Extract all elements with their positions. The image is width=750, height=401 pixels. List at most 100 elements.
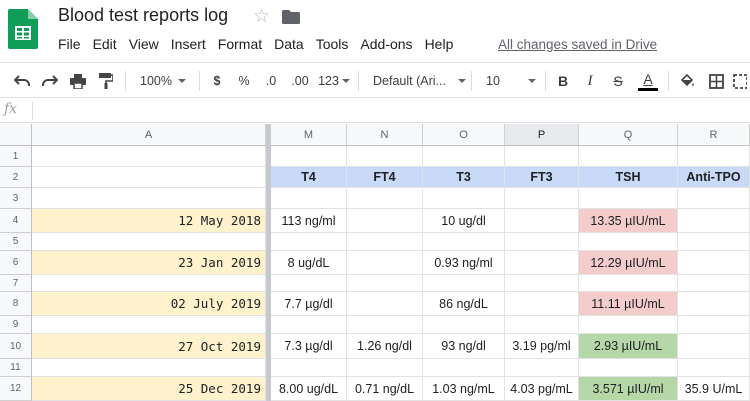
result-cell-t3[interactable]: 0.93 ng/ml	[423, 251, 505, 275]
test-date-cell[interactable]: 12 May 2018	[32, 209, 266, 233]
grid-cell[interactable]	[32, 275, 266, 292]
row-header[interactable]: 11	[0, 359, 32, 377]
font-family-select[interactable]: Default (Ari...	[366, 63, 466, 99]
grid-cell[interactable]	[505, 275, 579, 292]
menu-format[interactable]: Format	[217, 36, 263, 52]
grid-cell[interactable]	[505, 233, 579, 251]
column-header-q[interactable]: Q	[579, 124, 678, 146]
grid-cell[interactable]	[579, 188, 678, 209]
test-date-cell[interactable]: 25 Dec 2019	[32, 377, 266, 401]
result-cell-ft4[interactable]: 1.26 ng/dl	[347, 334, 423, 359]
fill-color-icon[interactable]	[675, 63, 699, 99]
menu-tools[interactable]: Tools	[315, 36, 349, 52]
result-cell-t4[interactable]: 7.3 µg/dl	[271, 334, 347, 359]
menu-file[interactable]: File	[58, 36, 81, 52]
result-cell-tsh[interactable]: 13.35 µIU/mL	[579, 209, 678, 233]
menu-insert[interactable]: Insert	[170, 36, 206, 52]
redo-icon[interactable]	[38, 63, 62, 99]
grid-cell[interactable]	[579, 233, 678, 251]
column-header-m[interactable]: M	[271, 124, 347, 146]
result-cell-t3[interactable]: 86 ng/dL	[423, 292, 505, 316]
strikethrough-button[interactable]: S	[607, 63, 629, 99]
grid-cell[interactable]	[423, 146, 505, 167]
result-cell-ft3[interactable]: 3.19 pg/ml	[505, 334, 579, 359]
result-cell-t3[interactable]: 93 ng/dl	[423, 334, 505, 359]
grid-cell[interactable]	[32, 233, 266, 251]
menu-add-ons[interactable]: Add-ons	[360, 36, 413, 52]
result-cell-t4[interactable]: 7.7 µg/dl	[271, 292, 347, 316]
document-title[interactable]: Blood test reports log	[58, 5, 229, 25]
row-header[interactable]: 7	[0, 275, 32, 292]
folder-icon[interactable]	[282, 10, 300, 24]
column-title-ft3[interactable]: FT3	[505, 167, 579, 188]
grid-cell[interactable]	[347, 359, 423, 377]
result-cell-anti-tpo[interactable]	[678, 292, 750, 316]
formula-input[interactable]	[40, 99, 740, 123]
column-header-o[interactable]: O	[423, 124, 505, 146]
result-cell-ft4[interactable]	[347, 251, 423, 275]
grid-cell[interactable]	[423, 188, 505, 209]
column-title-anti-tpo[interactable]: Anti-TPO	[678, 167, 750, 188]
grid-cell[interactable]	[678, 316, 750, 334]
grid-cell[interactable]	[347, 188, 423, 209]
italic-button[interactable]: I	[579, 63, 601, 99]
result-cell-anti-tpo[interactable]	[678, 251, 750, 275]
grid-cell[interactable]	[579, 359, 678, 377]
grid-cell[interactable]	[505, 188, 579, 209]
row-header[interactable]: 5	[0, 233, 32, 251]
column-header-n[interactable]: N	[347, 124, 423, 146]
grid-cell[interactable]	[32, 359, 266, 377]
test-date-cell[interactable]: 27 Oct 2019	[32, 334, 266, 359]
font-size-select[interactable]: 10	[478, 63, 540, 99]
result-cell-tsh[interactable]: 11.11 µIU/mL	[579, 292, 678, 316]
merge-cells-icon[interactable]	[733, 63, 750, 99]
result-cell-ft3[interactable]	[505, 292, 579, 316]
result-cell-t4[interactable]: 113 ng/ml	[271, 209, 347, 233]
column-header-r[interactable]: R	[678, 124, 750, 146]
grid-cell[interactable]	[271, 316, 347, 334]
bold-button[interactable]: B	[552, 63, 574, 99]
result-cell-anti-tpo[interactable]	[678, 334, 750, 359]
grid-cell[interactable]	[423, 359, 505, 377]
menu-edit[interactable]: Edit	[92, 36, 117, 52]
grid-cell[interactable]	[579, 275, 678, 292]
result-cell-ft4[interactable]: 0.71 ng/dL	[347, 377, 423, 401]
grid-cell[interactable]	[32, 146, 266, 167]
row-header[interactable]: 3	[0, 188, 32, 209]
result-cell-ft4[interactable]	[347, 209, 423, 233]
grid-cell[interactable]	[347, 146, 423, 167]
grid-cell[interactable]	[347, 316, 423, 334]
result-cell-ft4[interactable]	[347, 292, 423, 316]
grid-cell[interactable]	[271, 359, 347, 377]
column-title-t4[interactable]: T4	[271, 167, 347, 188]
grid-cell[interactable]	[505, 146, 579, 167]
grid-cell[interactable]	[423, 233, 505, 251]
grid-cell[interactable]	[271, 188, 347, 209]
menu-view[interactable]: View	[128, 36, 159, 52]
grid-cell[interactable]	[271, 233, 347, 251]
row-header[interactable]: 9	[0, 316, 32, 334]
column-title-t3[interactable]: T3	[423, 167, 505, 188]
result-cell-t4[interactable]: 8 ug/dL	[271, 251, 347, 275]
grid-cell[interactable]	[678, 146, 750, 167]
menu-help[interactable]: Help	[424, 36, 454, 52]
result-cell-tsh[interactable]: 12.29 µIU/mL	[579, 251, 678, 275]
result-cell-anti-tpo[interactable]	[678, 209, 750, 233]
column-title-ft4[interactable]: FT4	[347, 167, 423, 188]
grid-cell[interactable]	[678, 233, 750, 251]
result-cell-t3[interactable]: 10 ug/dl	[423, 209, 505, 233]
frozen-column-divider[interactable]	[266, 124, 271, 401]
print-icon[interactable]	[66, 63, 90, 99]
menu-data[interactable]: Data	[274, 36, 304, 52]
grid-cell[interactable]	[423, 275, 505, 292]
result-cell-anti-tpo[interactable]: 35.9 U/mL	[678, 377, 750, 401]
row-header[interactable]: 12	[0, 377, 32, 401]
result-cell-tsh[interactable]: 2.93 µIU/mL	[579, 334, 678, 359]
result-cell-t4[interactable]: 8.00 ug/dL	[271, 377, 347, 401]
column-header-a[interactable]: A	[32, 124, 266, 146]
undo-icon[interactable]	[10, 63, 34, 99]
column-header-p[interactable]: P	[505, 124, 579, 146]
grid-cell[interactable]	[32, 167, 266, 188]
column-title-tsh[interactable]: TSH	[579, 167, 678, 188]
result-cell-t3[interactable]: 1.03 ng/mL	[423, 377, 505, 401]
